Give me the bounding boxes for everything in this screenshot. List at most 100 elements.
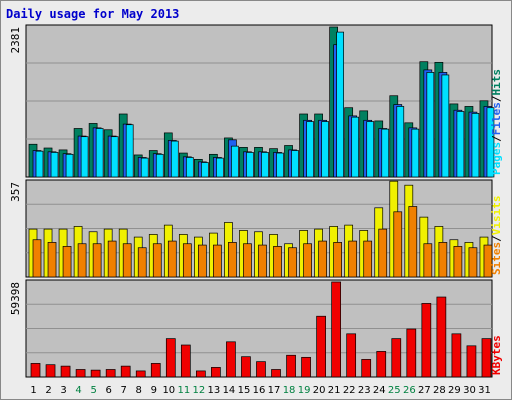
bar-kbytes bbox=[45, 364, 56, 378]
x-tick-label: 3 bbox=[60, 385, 66, 396]
x-tick-label: 7 bbox=[121, 385, 127, 396]
bar-kbytes bbox=[150, 363, 161, 378]
x-tick-label: 18 bbox=[283, 385, 296, 396]
bar-kbytes bbox=[90, 369, 101, 378]
bar-sites bbox=[182, 243, 192, 278]
bar-pages bbox=[35, 150, 44, 178]
bar-kbytes bbox=[75, 369, 86, 378]
x-tick-label: 8 bbox=[136, 385, 142, 396]
bar-pages bbox=[246, 152, 254, 178]
legend-entry: Hits bbox=[490, 69, 503, 96]
x-tick-label: 14 bbox=[223, 385, 236, 396]
x-tick-label: 25 bbox=[388, 385, 401, 396]
bar-sites bbox=[92, 243, 102, 278]
bar-sites bbox=[363, 240, 373, 278]
bar-pages bbox=[486, 107, 495, 178]
bar-kbytes bbox=[466, 345, 477, 378]
bar-kbytes bbox=[421, 303, 432, 378]
legend-entry: / bbox=[490, 235, 503, 242]
bar-kbytes bbox=[436, 296, 447, 378]
legend-entry: / bbox=[490, 135, 503, 142]
bar-kbytes bbox=[226, 341, 236, 378]
bar-kbytes bbox=[286, 354, 296, 378]
bar-sites bbox=[62, 246, 72, 278]
bar-pages bbox=[110, 136, 119, 178]
bar-pages bbox=[291, 150, 299, 178]
bar-pages bbox=[336, 31, 344, 178]
bar-sites bbox=[408, 206, 418, 278]
legend-entry: Pages bbox=[490, 142, 503, 175]
legend-entry: Visits bbox=[490, 196, 503, 236]
bar-kbytes bbox=[271, 369, 281, 378]
bar-sites bbox=[122, 243, 132, 278]
bar-pages bbox=[426, 72, 435, 178]
x-tick-label: 5 bbox=[90, 385, 96, 396]
bar-kbytes bbox=[211, 367, 221, 378]
bar-kbytes bbox=[331, 281, 341, 378]
x-tick-label: 1 bbox=[30, 385, 36, 396]
bar-kbytes bbox=[391, 338, 402, 378]
bar-pages bbox=[366, 121, 375, 178]
x-tick-label: 27 bbox=[418, 385, 431, 396]
x-tick-label: 24 bbox=[373, 385, 386, 396]
bar-pages bbox=[321, 121, 329, 178]
x-tick-label: 17 bbox=[268, 385, 281, 396]
bar-sites bbox=[273, 246, 282, 278]
x-tick-label: 13 bbox=[208, 385, 221, 396]
bar-sites bbox=[303, 243, 312, 278]
x-tick-label: 28 bbox=[433, 385, 446, 396]
bar-kbytes bbox=[301, 356, 311, 378]
bar-sites bbox=[438, 242, 448, 278]
series-legend: KBytes bbox=[490, 335, 503, 375]
bar-sites bbox=[47, 242, 57, 278]
x-tick-label: 15 bbox=[238, 385, 251, 396]
bar-kbytes bbox=[180, 344, 191, 378]
bar-pages bbox=[396, 106, 405, 178]
bar-sites bbox=[228, 242, 237, 278]
bar-kbytes bbox=[346, 333, 357, 378]
x-tick-label: 4 bbox=[75, 385, 81, 396]
x-tick-label: 21 bbox=[328, 385, 341, 396]
x-tick-label: 9 bbox=[151, 385, 157, 396]
bar-pages bbox=[65, 153, 74, 178]
bar-kbytes bbox=[120, 365, 131, 378]
bar-pages bbox=[471, 113, 480, 178]
bar-pages bbox=[140, 157, 149, 178]
bar-sites bbox=[198, 244, 207, 278]
legend-entry: KBytes bbox=[490, 335, 503, 375]
bar-kbytes bbox=[376, 351, 387, 378]
bar-pages bbox=[231, 145, 239, 178]
bar-kbytes bbox=[316, 315, 326, 378]
bar-sites bbox=[213, 244, 222, 278]
legend-entry: Sites bbox=[490, 242, 503, 275]
bar-sites bbox=[453, 246, 463, 278]
bar-sites bbox=[152, 243, 162, 278]
x-tick-label: 12 bbox=[193, 385, 206, 396]
x-tick-label: 22 bbox=[343, 385, 356, 396]
bar-kbytes bbox=[135, 370, 146, 378]
x-tick-label: 26 bbox=[403, 385, 416, 396]
legend-entry: / bbox=[490, 95, 503, 102]
bar-sites bbox=[288, 247, 297, 278]
bar-pages bbox=[261, 152, 269, 178]
bar-kbytes bbox=[60, 365, 71, 378]
bar-kbytes bbox=[241, 356, 251, 378]
bar-pages bbox=[95, 128, 104, 178]
bar-pages bbox=[411, 128, 420, 178]
bar-pages bbox=[125, 124, 134, 178]
x-tick-label: 30 bbox=[463, 385, 476, 396]
x-tick-label: 23 bbox=[358, 385, 371, 396]
bar-sites bbox=[32, 239, 42, 278]
bar-kbytes bbox=[196, 370, 206, 378]
bar-pages bbox=[80, 136, 89, 178]
bar-kbytes bbox=[30, 363, 41, 378]
bar-pages bbox=[276, 152, 284, 178]
bar-sites bbox=[468, 247, 478, 278]
series-legend: Sites/Visits bbox=[490, 196, 503, 276]
bar-sites bbox=[333, 242, 342, 278]
x-tick-label: 10 bbox=[162, 385, 175, 396]
bar-sites bbox=[258, 244, 267, 278]
bar-pages bbox=[216, 157, 224, 178]
bar-kbytes bbox=[451, 333, 462, 378]
